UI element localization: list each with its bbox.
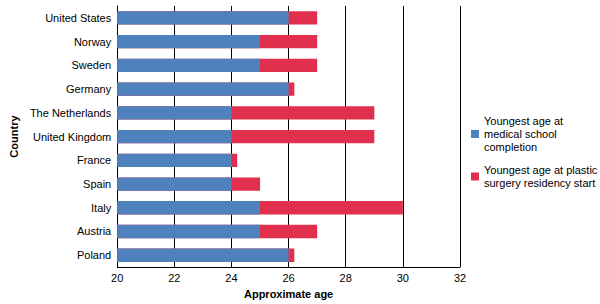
svg-text:32: 32 — [454, 272, 466, 284]
svg-text:28: 28 — [340, 272, 352, 284]
svg-text:20: 20 — [111, 272, 123, 284]
svg-text:24: 24 — [225, 272, 237, 284]
svg-text:surgery residency start: surgery residency start — [484, 177, 595, 189]
svg-text:United Kingdom: United Kingdom — [33, 131, 111, 143]
svg-text:Poland: Poland — [77, 249, 111, 261]
svg-text:30: 30 — [397, 272, 409, 284]
svg-text:Youngest age at: Youngest age at — [484, 115, 566, 127]
svg-text:completion: completion — [484, 141, 537, 153]
svg-text:Spain: Spain — [83, 178, 111, 190]
svg-text:Country: Country — [8, 115, 20, 158]
svg-text:26: 26 — [282, 272, 294, 284]
svg-text:Sweden: Sweden — [71, 59, 111, 71]
svg-text:United States: United States — [45, 12, 112, 24]
svg-text:The Netherlands: The Netherlands — [30, 107, 112, 119]
svg-text:Approximate age: Approximate age — [244, 288, 333, 300]
svg-text:Norway: Norway — [74, 36, 112, 48]
svg-text:Austria: Austria — [77, 225, 112, 237]
svg-text:Germany: Germany — [66, 83, 112, 95]
svg-text:22: 22 — [168, 272, 180, 284]
svg-text:Italy: Italy — [91, 202, 112, 214]
svg-text:medical school: medical school — [484, 128, 560, 140]
svg-text:France: France — [77, 154, 111, 166]
svg-text:Youngest age at plastic: Youngest age at plastic — [484, 164, 600, 176]
